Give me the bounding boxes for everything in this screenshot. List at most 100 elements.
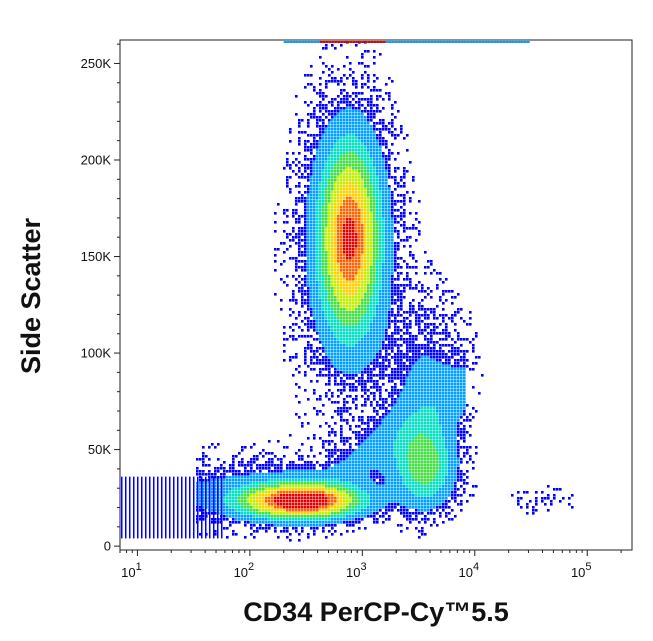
density-cell: [370, 320, 373, 323]
density-cell: [325, 317, 328, 320]
density-cell: [364, 233, 367, 236]
density-cell: [373, 170, 376, 173]
density-cell: [391, 338, 394, 341]
density-cell: [352, 203, 355, 206]
density-cell: [289, 257, 292, 260]
density-cell: [280, 299, 283, 302]
density-cell: [325, 125, 328, 128]
density-cell: [322, 248, 325, 251]
density-cell: [373, 239, 376, 242]
density-cell: [271, 500, 274, 503]
density-cell: [355, 113, 358, 116]
density-cell: [388, 395, 391, 398]
density-cell: [331, 476, 334, 479]
density-cell: [346, 401, 349, 404]
density-cell: [346, 245, 349, 248]
density-cell: [310, 74, 313, 77]
density-cell: [367, 422, 370, 425]
density-cell: [274, 488, 277, 491]
density-cell: [235, 518, 238, 521]
density-cell: [280, 515, 283, 518]
density-cell: [343, 131, 346, 134]
density-cell: [397, 401, 400, 404]
density-cell: [253, 500, 256, 503]
density-cell: [349, 170, 352, 173]
density-cell: [385, 452, 388, 455]
density-cell: [232, 482, 235, 485]
density-cell: [211, 512, 214, 515]
density-cell: [394, 341, 397, 344]
density-cell: [385, 275, 388, 278]
density-cell: [241, 473, 244, 476]
density-cell: [304, 374, 307, 377]
density-cell: [349, 350, 352, 353]
density-cell: [361, 152, 364, 155]
density-cell: [379, 332, 382, 335]
density-cell: [229, 491, 232, 494]
density-cell: [361, 422, 364, 425]
density-cell: [307, 473, 310, 476]
density-cell: [286, 488, 289, 491]
density-cell: [346, 365, 349, 368]
density-cell: [364, 275, 367, 278]
density-cell: [322, 359, 325, 362]
density-cell: [337, 182, 340, 185]
density-cell: [328, 179, 331, 182]
density-cell: [367, 395, 370, 398]
density-cell: [331, 188, 334, 191]
density-cell: [247, 461, 250, 464]
density-cell: [310, 485, 313, 488]
density-cell: [379, 194, 382, 197]
density-cell: [367, 314, 370, 317]
density-cell: [370, 311, 373, 314]
density-cell: [319, 398, 322, 401]
density-cell: [373, 326, 376, 329]
density-cell: [388, 131, 391, 134]
density-cell: [214, 473, 217, 476]
density-cell: [322, 374, 325, 377]
density-cell: [307, 176, 310, 179]
density-cell: [349, 305, 352, 308]
density-cell: [391, 311, 394, 314]
density-cell: [301, 497, 304, 500]
density-cell: [364, 98, 367, 101]
density-cell: [343, 242, 346, 245]
density-cell: [355, 266, 358, 269]
density-cell: [313, 407, 316, 410]
density-cell: [322, 464, 325, 467]
density-cell: [355, 209, 358, 212]
density-cell: [343, 410, 346, 413]
density-cell: [331, 263, 334, 266]
density-cell: [346, 239, 349, 242]
density-cell: [343, 284, 346, 287]
density-cell: [400, 401, 403, 404]
density-cell: [313, 161, 316, 164]
density-cell: [403, 227, 406, 230]
density-cell: [340, 455, 343, 458]
density-cell: [355, 125, 358, 128]
density-cell: [346, 311, 349, 314]
density-cell: [235, 521, 238, 524]
density-cell: [313, 278, 316, 281]
density-cell: [307, 500, 310, 503]
density-cell: [340, 245, 343, 248]
density-cell: [355, 518, 358, 521]
density-cell: [331, 221, 334, 224]
density-cell: [349, 425, 352, 428]
density-cell: [376, 287, 379, 290]
density-cell: [355, 296, 358, 299]
density-cell: [316, 506, 319, 509]
density-cell: [331, 521, 334, 524]
density-cell: [319, 206, 322, 209]
density-cell: [310, 500, 313, 503]
density-cell: [385, 398, 388, 401]
density-cell: [253, 476, 256, 479]
density-cell: [361, 443, 364, 446]
density-cell: [367, 467, 370, 470]
density-cell: [373, 443, 376, 446]
density-cell: [397, 392, 400, 395]
density-cell: [382, 275, 385, 278]
density-cell: [304, 146, 307, 149]
density-cell: [325, 260, 328, 263]
density-cell: [370, 266, 373, 269]
